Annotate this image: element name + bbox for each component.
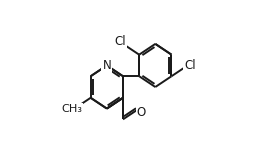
Text: N: N (102, 59, 111, 72)
Text: Cl: Cl (114, 35, 126, 48)
Text: O: O (137, 106, 146, 119)
Text: Cl: Cl (184, 59, 196, 72)
Text: CH₃: CH₃ (61, 104, 82, 113)
